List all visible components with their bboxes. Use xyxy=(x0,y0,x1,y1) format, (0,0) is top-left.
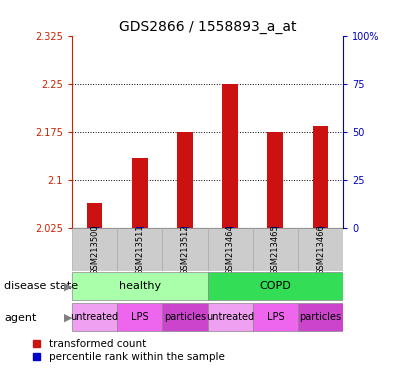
Text: particles: particles xyxy=(300,312,342,322)
Text: agent: agent xyxy=(4,313,37,323)
Bar xyxy=(72,303,117,331)
Bar xyxy=(117,228,162,271)
Text: LPS: LPS xyxy=(267,312,284,322)
Text: LPS: LPS xyxy=(131,312,148,322)
Text: particles: particles xyxy=(164,312,206,322)
Bar xyxy=(253,303,298,331)
Text: GSM213512: GSM213512 xyxy=(180,224,189,275)
Bar xyxy=(298,228,343,271)
Text: healthy: healthy xyxy=(119,281,161,291)
Bar xyxy=(253,228,298,271)
Bar xyxy=(117,303,162,331)
Text: untreated: untreated xyxy=(70,312,119,322)
Text: GSM213464: GSM213464 xyxy=(226,224,235,275)
Bar xyxy=(162,303,208,331)
Bar xyxy=(226,227,234,228)
Bar xyxy=(72,272,208,300)
Text: GSM213500: GSM213500 xyxy=(90,224,99,275)
Bar xyxy=(90,227,99,228)
Text: disease state: disease state xyxy=(4,281,78,291)
Text: ▶: ▶ xyxy=(64,281,72,291)
Bar xyxy=(87,203,102,228)
Bar xyxy=(181,227,189,228)
Bar xyxy=(316,227,325,228)
Bar xyxy=(132,158,148,228)
Bar xyxy=(208,228,253,271)
Bar xyxy=(136,227,144,228)
Title: GDS2866 / 1558893_a_at: GDS2866 / 1558893_a_at xyxy=(119,20,296,34)
Text: ▶: ▶ xyxy=(64,313,72,323)
Bar xyxy=(162,228,208,271)
Bar xyxy=(72,228,117,271)
Bar xyxy=(298,303,343,331)
Bar xyxy=(177,132,193,228)
Bar xyxy=(208,272,343,300)
Bar xyxy=(271,227,279,228)
Text: untreated: untreated xyxy=(206,312,254,322)
Text: GSM213465: GSM213465 xyxy=(271,224,280,275)
Bar xyxy=(208,303,253,331)
Text: GSM213511: GSM213511 xyxy=(135,224,144,275)
Text: GSM213466: GSM213466 xyxy=(316,224,325,275)
Text: COPD: COPD xyxy=(259,281,291,291)
Bar xyxy=(268,132,283,228)
Bar xyxy=(222,84,238,228)
Bar xyxy=(313,126,328,228)
Legend: transformed count, percentile rank within the sample: transformed count, percentile rank withi… xyxy=(33,339,225,362)
